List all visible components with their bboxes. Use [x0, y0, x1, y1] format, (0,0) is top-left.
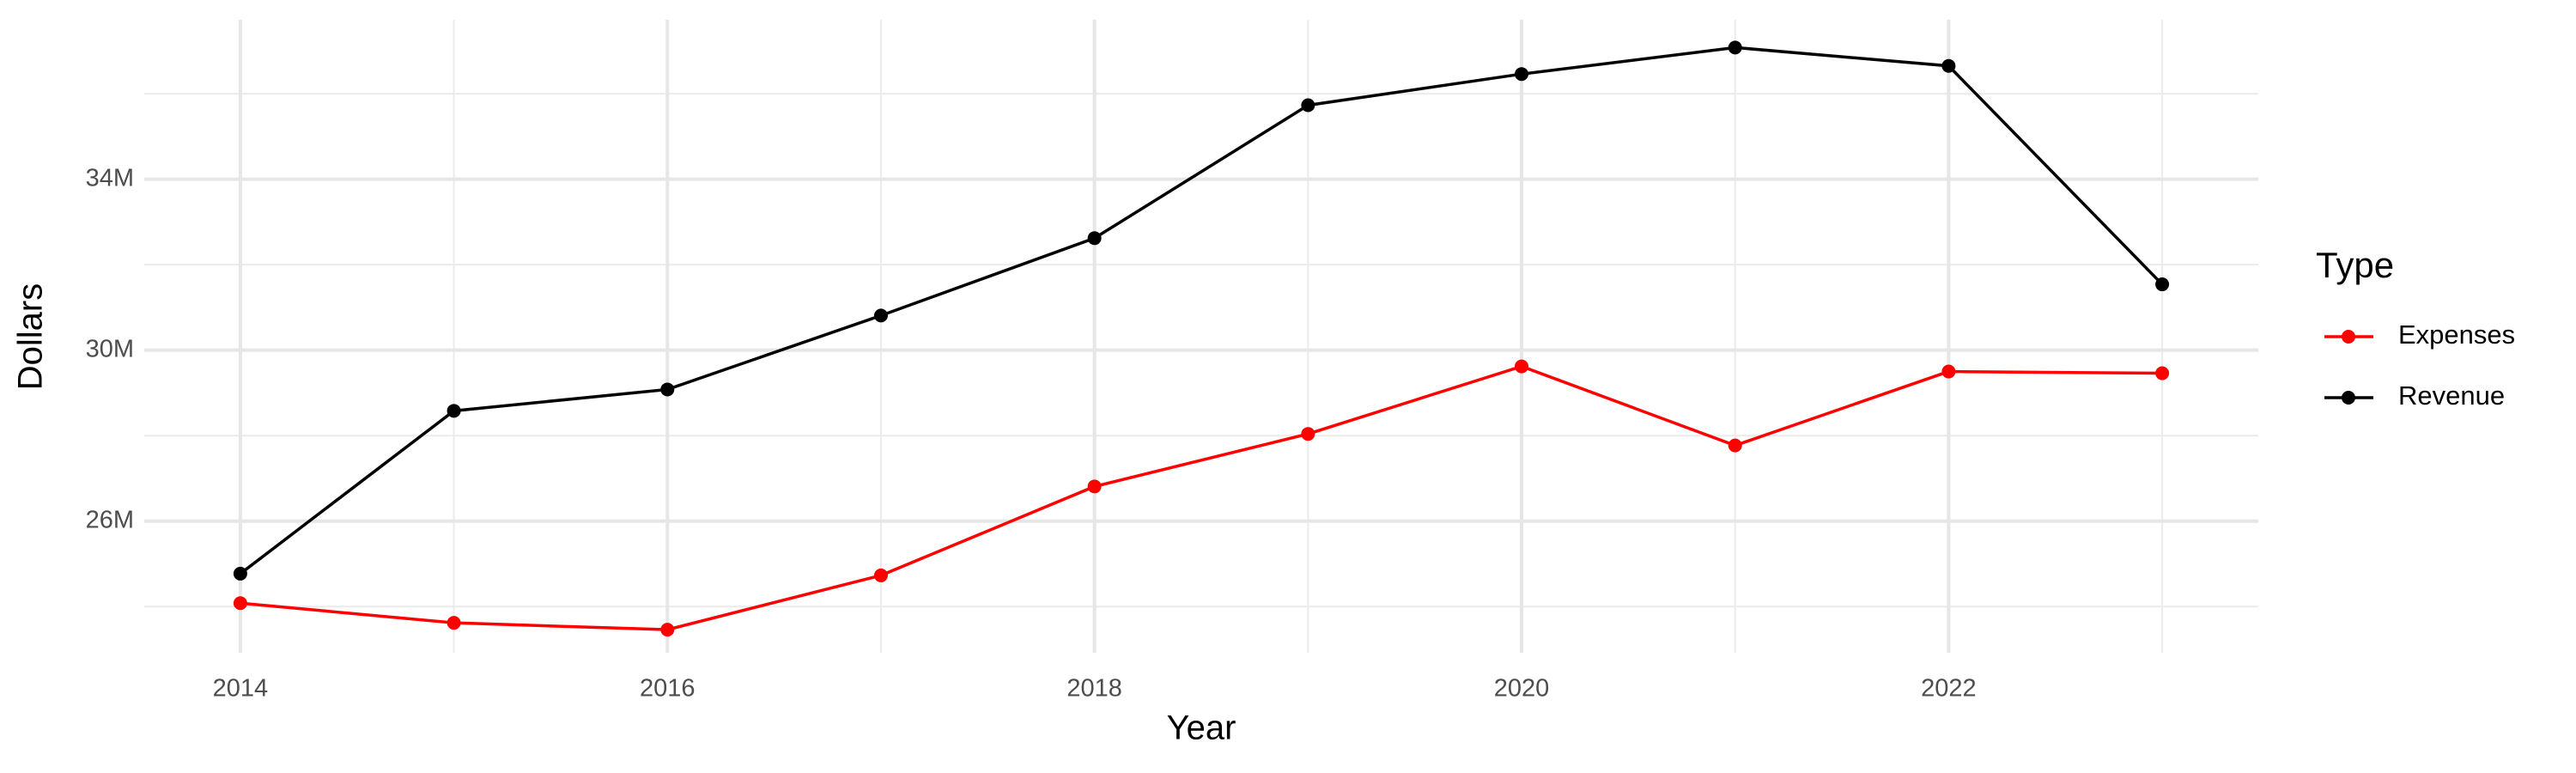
x-axis-title: Year — [1167, 709, 1236, 747]
data-point — [233, 566, 247, 581]
series-line — [239, 46, 2164, 575]
legend-label: Expenses — [2398, 320, 2515, 350]
data-point — [1941, 364, 1956, 379]
x-tick-label: 2018 — [1066, 675, 1122, 703]
legend-label: Revenue — [2398, 380, 2505, 411]
data-point — [2155, 366, 2170, 380]
data-point — [2155, 277, 2170, 292]
series-line — [240, 364, 2163, 631]
data-point — [1728, 438, 1742, 453]
data-point — [873, 568, 888, 582]
data-point — [233, 596, 247, 611]
y-axis-title: Dollars — [12, 283, 50, 390]
y-tick-label: 34M — [86, 164, 134, 192]
y-tick-label: 30M — [86, 335, 134, 362]
legend-title: Type — [2316, 245, 2394, 285]
data-point — [1301, 98, 1315, 113]
x-tick-label: 2016 — [640, 675, 696, 703]
legend-key-point — [2342, 330, 2355, 344]
data-point — [660, 623, 675, 637]
x-tick-label: 2014 — [213, 675, 269, 703]
data-point — [1301, 427, 1315, 441]
data-point — [873, 308, 888, 323]
data-point — [447, 404, 461, 418]
x-tick-label: 2020 — [1494, 675, 1550, 703]
legend-key-point — [2342, 391, 2355, 405]
data-point — [447, 616, 461, 630]
data-point — [1087, 479, 1102, 494]
data-point — [1515, 359, 1529, 374]
data-point — [660, 382, 675, 397]
data-point — [1515, 67, 1529, 82]
data-point — [1941, 58, 1956, 73]
data-point — [1728, 40, 1742, 55]
x-tick-label: 2022 — [1921, 675, 1977, 703]
y-tick-label: 26M — [86, 506, 134, 533]
data-point — [1087, 231, 1102, 246]
